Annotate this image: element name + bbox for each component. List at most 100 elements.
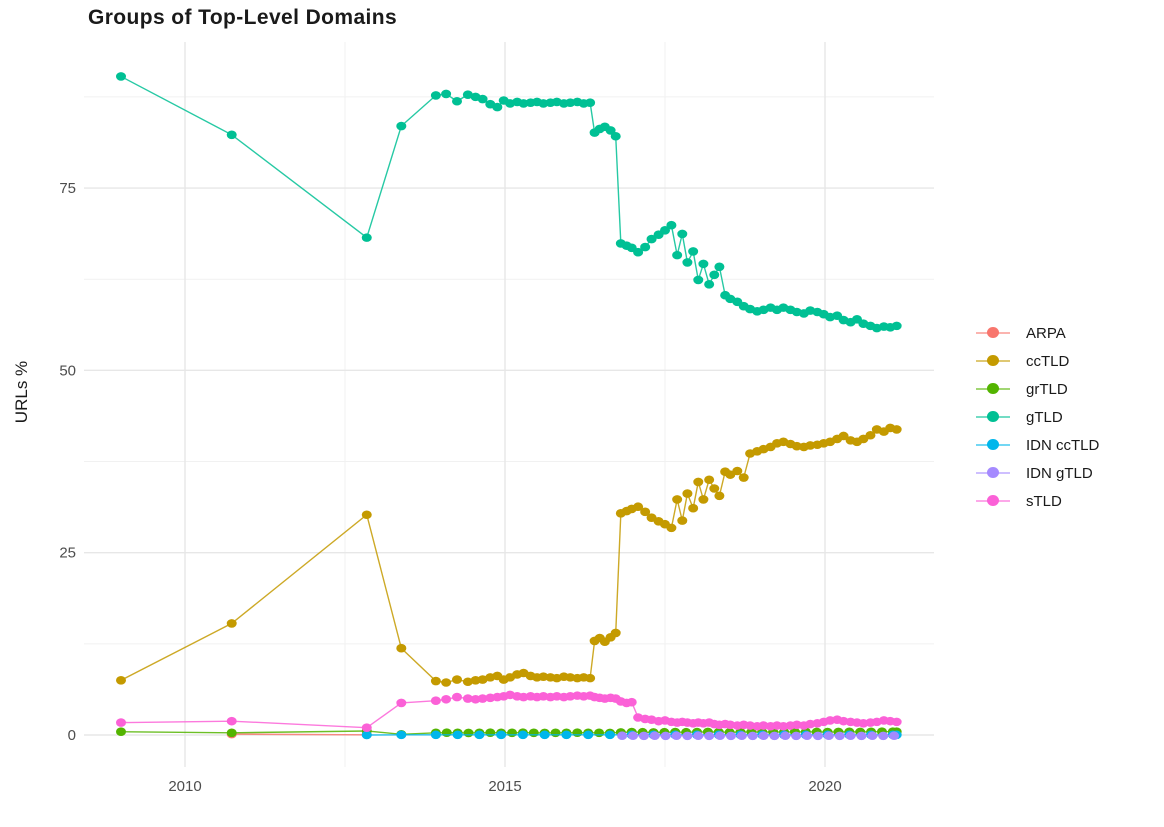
data-point xyxy=(361,730,372,740)
data-point xyxy=(838,431,849,441)
data-point xyxy=(116,72,126,81)
data-point xyxy=(709,270,720,280)
data-point xyxy=(116,727,126,737)
data-point xyxy=(688,247,699,256)
data-point xyxy=(462,90,473,99)
data-point xyxy=(682,258,693,267)
legend-label: ccTLD xyxy=(1026,352,1070,370)
data-point xyxy=(396,643,407,653)
data-point xyxy=(116,718,126,727)
data-point xyxy=(441,728,452,737)
x-axis-tick-label: 2010 xyxy=(168,778,201,795)
data-point xyxy=(682,731,693,741)
data-point xyxy=(802,731,813,741)
data-point xyxy=(714,491,725,501)
legend-item-idn-gtld: IDN gTLD xyxy=(976,459,1099,487)
data-point xyxy=(517,730,528,740)
data-point xyxy=(704,279,715,289)
data-point xyxy=(677,516,688,525)
data-point xyxy=(693,477,704,487)
data-point xyxy=(640,242,651,252)
data-point xyxy=(617,731,628,741)
data-point xyxy=(715,731,726,741)
data-point xyxy=(610,131,621,141)
axis-tick-labels: 2010 2015 2020 0 25 50 75 xyxy=(59,180,841,795)
data-point xyxy=(732,466,743,476)
legend-key-icon xyxy=(976,326,1010,340)
data-point xyxy=(769,731,780,741)
data-point xyxy=(116,676,126,685)
data-point xyxy=(891,717,902,727)
legend-item-gtld: gTLD xyxy=(976,403,1099,431)
data-point xyxy=(605,126,616,135)
legend-item-grtld: grTLD xyxy=(976,375,1099,403)
data-point xyxy=(463,728,474,738)
data-point xyxy=(704,475,715,485)
data-point xyxy=(672,495,683,504)
series-stld xyxy=(116,690,902,733)
data-point xyxy=(865,430,876,440)
data-point xyxy=(492,102,503,112)
series-line xyxy=(120,75,897,329)
data-point xyxy=(638,731,649,741)
data-point xyxy=(856,731,867,741)
data-point xyxy=(698,495,709,504)
legend-item-stld: sTLD xyxy=(976,487,1099,515)
data-point xyxy=(430,730,441,740)
grid-lines xyxy=(84,42,934,767)
data-point xyxy=(594,728,605,738)
data-point xyxy=(878,731,889,741)
data-point xyxy=(845,731,856,741)
data-point xyxy=(633,247,644,257)
legend-label: IDN ccTLD xyxy=(1026,436,1100,454)
series-cctld xyxy=(116,423,902,687)
chart-title: Groups of Top-Level Domains xyxy=(88,6,398,29)
data-point xyxy=(640,507,651,517)
data-point xyxy=(780,731,791,741)
data-point xyxy=(725,731,736,741)
data-point xyxy=(396,730,407,740)
legend-item-idn-cctld: IDN ccTLD xyxy=(976,431,1099,459)
data-point xyxy=(226,716,237,726)
data-point xyxy=(441,678,452,687)
series-idn-gtld xyxy=(617,731,900,741)
data-point xyxy=(396,698,407,708)
data-point xyxy=(823,731,834,741)
data-point xyxy=(867,731,878,741)
legend-key-icon xyxy=(976,354,1010,368)
data-point xyxy=(891,321,902,331)
data-point xyxy=(585,98,596,107)
data-point xyxy=(649,731,660,741)
data-point xyxy=(452,96,462,106)
data-point xyxy=(572,728,583,737)
data-point xyxy=(704,731,715,741)
legend-key-icon xyxy=(976,466,1010,480)
x-axis-tick-label: 2020 xyxy=(808,778,841,795)
data-point xyxy=(477,675,488,684)
data-point xyxy=(452,730,463,740)
data-point xyxy=(561,730,572,740)
data-point xyxy=(889,731,900,741)
y-axis-tick-label: 25 xyxy=(59,545,76,562)
x-axis-tick-label: 2015 xyxy=(488,778,521,795)
data-point xyxy=(462,694,473,703)
data-point xyxy=(812,731,823,741)
y-axis-tick-label: 50 xyxy=(59,362,76,379)
data-point xyxy=(496,730,507,740)
data-point xyxy=(452,675,462,684)
data-point xyxy=(666,220,677,230)
data-point xyxy=(226,130,237,140)
legend-key-icon xyxy=(976,494,1010,508)
data-point xyxy=(474,730,485,740)
legend-item-cctld: ccTLD xyxy=(976,347,1099,375)
data-point xyxy=(539,730,550,740)
data-point xyxy=(791,731,802,741)
data-point xyxy=(693,275,704,285)
data-point xyxy=(709,484,720,493)
data-point xyxy=(462,677,473,687)
data-point xyxy=(396,121,407,131)
legend-key-icon xyxy=(976,382,1010,396)
legend-key-icon xyxy=(976,410,1010,424)
data-point xyxy=(604,730,615,740)
